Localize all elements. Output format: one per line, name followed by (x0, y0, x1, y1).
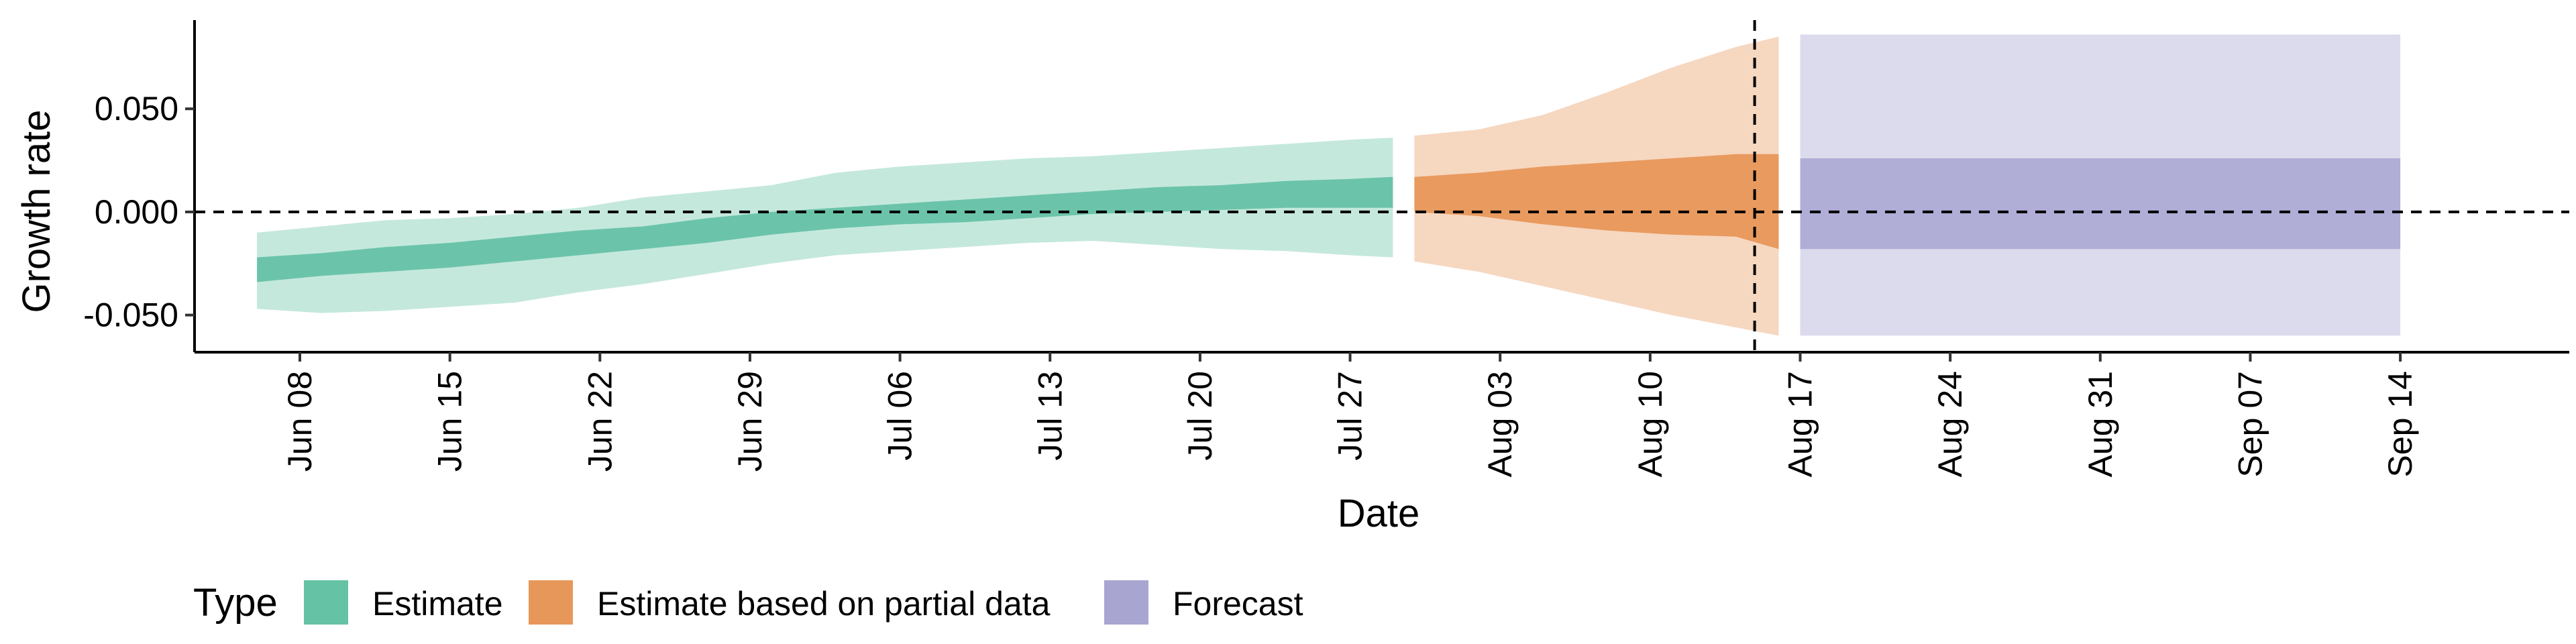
legend-label-forecast: Forecast (1173, 585, 1303, 623)
x-tick-label: Jul 13 (1031, 371, 1069, 460)
estimate-inner-band (257, 176, 1393, 282)
legend-title: Type (193, 581, 278, 625)
x-tick-label: Aug 17 (1782, 371, 1819, 477)
x-tick-label: Sep 14 (2381, 371, 2419, 477)
y-axis-title: Growth rate (15, 110, 58, 313)
estimate-based-on-partial-data-inner-band (1414, 154, 1779, 250)
x-tick-label: Aug 24 (1931, 371, 1969, 477)
x-tick-label: Aug 10 (1631, 371, 1669, 477)
legend-label-estimate-based-on-partial-data: Estimate based on partial data (597, 585, 1051, 623)
legend-key-estimate (304, 580, 348, 625)
forecast-inner-band (1800, 158, 2401, 250)
x-tick-label: Jun 08 (281, 371, 319, 472)
legend-key-forecast (1104, 580, 1148, 625)
axes: -0.050 0.000 0.050 Jun 08 Jun 15 Jun 22 Jun 29… (83, 20, 2569, 477)
x-tick-label: Jun 15 (431, 371, 469, 472)
x-tick-label: Jun 29 (731, 371, 769, 472)
y-tick-label: 0.000 (95, 193, 178, 231)
reference-lines (195, 20, 2569, 352)
legend: Type Estimate Estimate based on partial d… (193, 580, 1303, 625)
x-tick-label: Jul 20 (1181, 371, 1219, 460)
x-tick-label: Jun 22 (581, 371, 619, 472)
x-tick-label: Sep 07 (2231, 371, 2269, 477)
confidence-bands (257, 34, 2401, 336)
y-tick-label: 0.050 (95, 90, 178, 127)
legend-label-estimate: Estimate (372, 585, 503, 623)
x-axis-title: Date (1338, 492, 1420, 535)
x-tick-label: Jul 06 (881, 371, 919, 460)
x-tick-label: Aug 31 (2082, 371, 2119, 477)
x-tick-label: Jul 27 (1332, 371, 1369, 460)
y-tick-label: -0.050 (83, 297, 178, 334)
legend-key-estimate-based-on-partial-data (529, 580, 573, 625)
x-tick-label: Aug 03 (1481, 371, 1519, 477)
